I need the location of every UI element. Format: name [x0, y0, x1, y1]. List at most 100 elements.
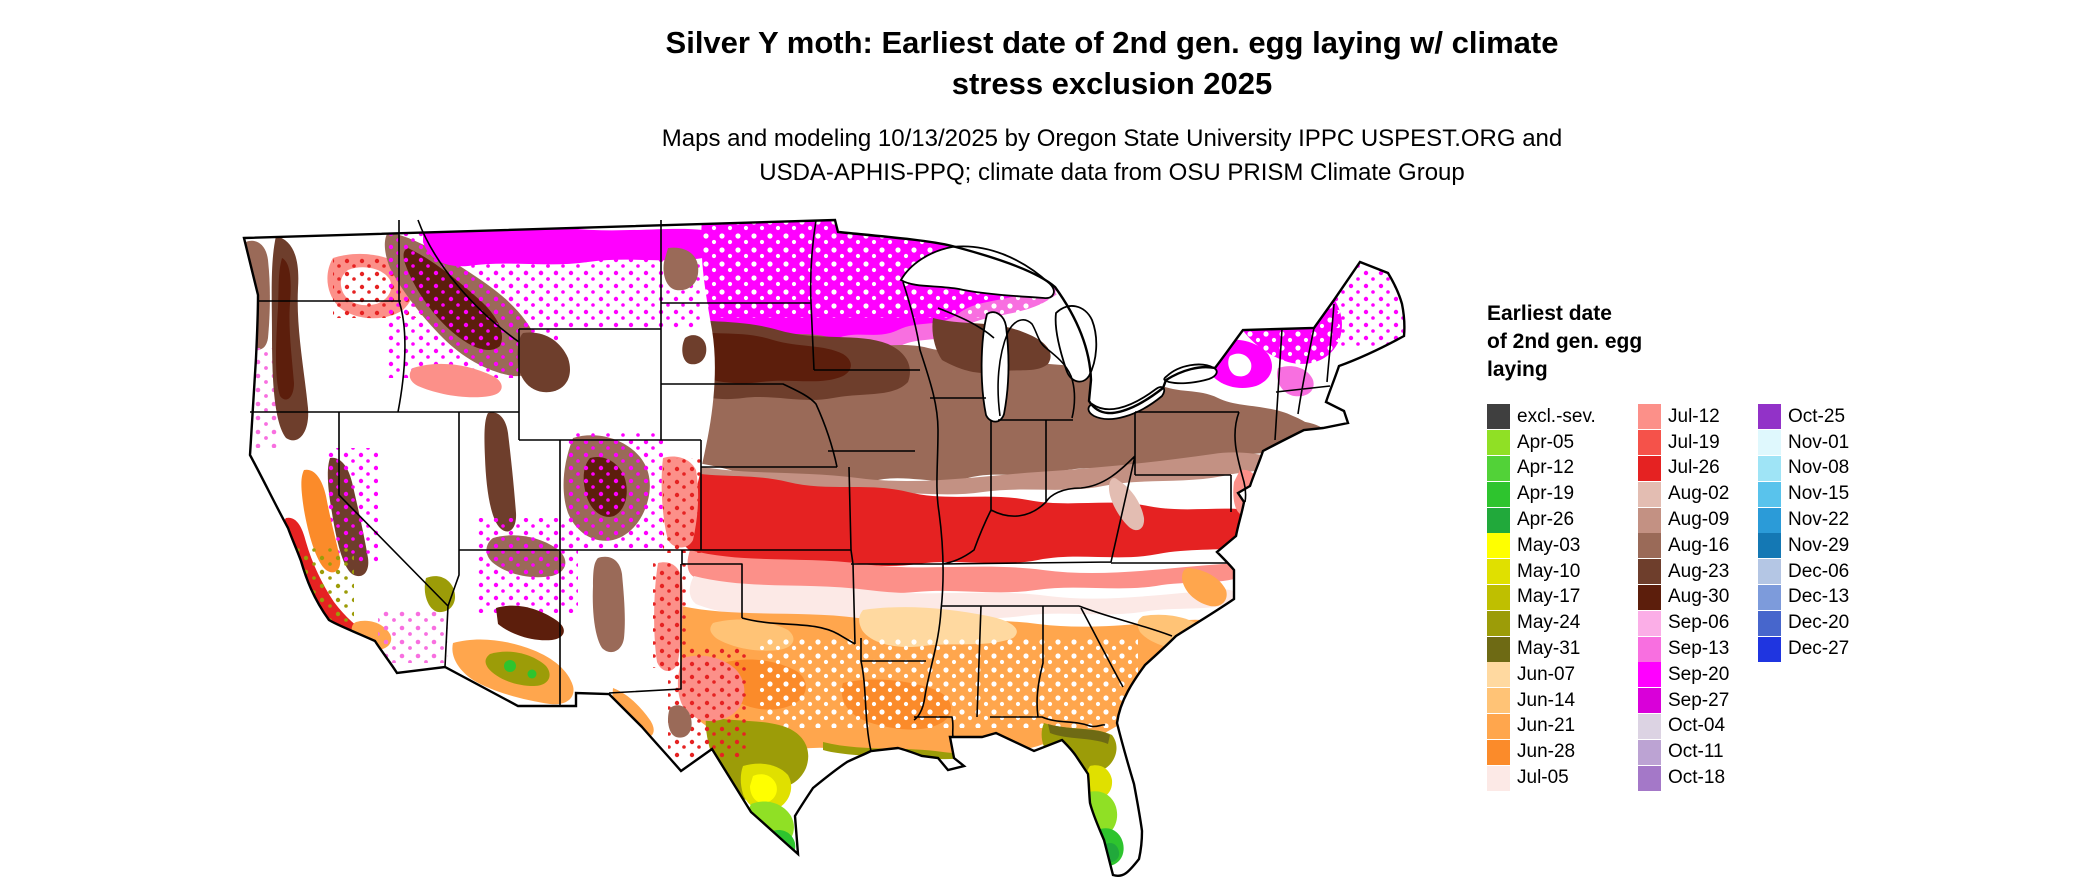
- legend-item: Jul-26: [1638, 456, 1758, 482]
- region-nm-mountains: [592, 556, 625, 653]
- legend-swatch: [1638, 739, 1661, 765]
- region-salmon-fringe: [687, 550, 1247, 594]
- legend-swatch: [1487, 765, 1510, 791]
- legend-item: Dec-27: [1758, 636, 1849, 662]
- legend-swatch: [1487, 533, 1510, 559]
- region-e-colorado-speckle: [663, 458, 703, 553]
- state-borders: [250, 219, 1335, 752]
- map-regions: [244, 220, 1405, 882]
- region-keys-1: [1083, 876, 1093, 880]
- legend-item: Oct-04: [1638, 714, 1758, 740]
- region-davis-mountains: [668, 705, 692, 738]
- legend-item-label: Nov-08: [1788, 457, 1850, 479]
- region-yellow-florida: [1085, 765, 1113, 799]
- legend-item: May-24: [1487, 610, 1638, 636]
- legend-item-label: Sep-13: [1668, 638, 1730, 660]
- region-orange-speckle: [758, 638, 1138, 728]
- legend-item: Aug-23: [1638, 559, 1758, 585]
- legend-swatch: [1487, 739, 1510, 765]
- legend-item: Aug-09: [1638, 507, 1758, 533]
- legend-item-label: Nov-22: [1788, 509, 1850, 531]
- legend-item: Nov-29: [1758, 533, 1849, 559]
- region-plateau-speckle: [478, 518, 578, 613]
- region-black-hills: [682, 335, 707, 365]
- region-coastal-va-nc-orange: [1182, 567, 1227, 607]
- region-nd-badlands: [663, 247, 699, 291]
- legend-swatch: [1487, 404, 1510, 430]
- lake-huron: [1054, 305, 1098, 383]
- legend-swatch: [1638, 456, 1661, 481]
- map-subtitle: Maps and modeling 10/13/2025 by Oregon S…: [662, 122, 1562, 190]
- legend-title: Earliest date of 2nd gen. egg laying: [1487, 300, 1849, 384]
- legend-item-label: Apr-12: [1517, 457, 1575, 479]
- legend-item: Nov-08: [1758, 456, 1849, 482]
- legend-swatch: [1758, 430, 1781, 456]
- region-bright-yellow-texas: [750, 774, 777, 804]
- legend-swatch: [1638, 430, 1661, 456]
- region-yellowstone: [517, 332, 570, 393]
- legend-item-label: Nov-15: [1788, 483, 1850, 505]
- legend-item-label: Apr-19: [1517, 483, 1575, 505]
- legend-item-label: Dec-20: [1788, 612, 1850, 634]
- legend-swatch: [1758, 559, 1781, 585]
- legend-item: Oct-18: [1638, 765, 1758, 791]
- legend-swatch: [1638, 765, 1661, 791]
- legend-item-label: Jun-07: [1517, 663, 1576, 685]
- legend-title-line3: laying: [1487, 358, 1548, 381]
- legend-swatch: [1758, 636, 1781, 662]
- legend-item: Apr-05: [1487, 430, 1638, 456]
- map-legend: Earliest date of 2nd gen. egg laying exc…: [1487, 300, 1849, 791]
- region-central-valley: [301, 469, 341, 573]
- legend-item-label: Dec-06: [1788, 560, 1850, 582]
- legend-swatch: [1487, 559, 1510, 585]
- region-az-green-spot: [504, 660, 516, 672]
- legend-item: Sep-06: [1638, 610, 1758, 636]
- legend-item-label: Aug-23: [1668, 560, 1730, 582]
- region-socal-speckle: [378, 608, 448, 663]
- region-keys-2: [1099, 878, 1109, 882]
- legend-item: Apr-26: [1487, 507, 1638, 533]
- legend-item: Dec-06: [1758, 559, 1849, 585]
- legend-item-label: Aug-09: [1668, 509, 1730, 531]
- legend-swatch: [1487, 688, 1510, 714]
- legend-item: Dec-20: [1758, 610, 1849, 636]
- region-rio-grande-orange: [612, 688, 654, 738]
- legend-item: Apr-12: [1487, 456, 1638, 482]
- region-brown-darkest-blob: [681, 330, 851, 384]
- legend-item-label: Jul-26: [1668, 457, 1720, 479]
- legend-item-label: Jun-28: [1517, 741, 1576, 763]
- legend-swatch: [1758, 404, 1781, 430]
- legend-item: Sep-27: [1638, 688, 1758, 714]
- legend-swatch: [1758, 481, 1781, 507]
- legend-item-label: May-31: [1517, 638, 1581, 660]
- legend-item: Dec-13: [1758, 585, 1849, 611]
- us-map: [242, 218, 1406, 882]
- legend-item-label: Dec-13: [1788, 586, 1850, 608]
- legend-item: Jul-19: [1638, 430, 1758, 456]
- legend-item-label: Dec-27: [1788, 638, 1850, 660]
- region-maine-speckle: [1333, 258, 1403, 348]
- legend-item: May-03: [1487, 533, 1638, 559]
- legend-swatch: [1638, 481, 1661, 507]
- legend-swatch: [1758, 533, 1781, 559]
- legend-item: Aug-16: [1638, 533, 1758, 559]
- legend-item-label: Jul-19: [1668, 431, 1720, 453]
- legend-item-label: Apr-05: [1517, 431, 1575, 453]
- map-title-line1: Silver Y moth: Earliest date of 2nd gen.…: [665, 25, 1559, 60]
- legend-item: Nov-15: [1758, 481, 1849, 507]
- region-s-nevada-olive: [424, 576, 456, 613]
- legend-swatch: [1638, 533, 1661, 559]
- map-title-line2: stress exclusion 2025: [951, 66, 1273, 101]
- legend-item-label: Aug-02: [1668, 483, 1730, 505]
- legend-item: Jul-05: [1487, 765, 1638, 791]
- great-lakes: [899, 245, 1218, 423]
- legend-item-label: Oct-04: [1668, 715, 1726, 737]
- legend-item-label: Jun-14: [1517, 689, 1576, 711]
- region-co-rockies-speckle: [568, 433, 663, 548]
- legend-swatch: [1638, 688, 1661, 714]
- region-cascades-core: [276, 258, 294, 400]
- legend-item-label: Oct-11: [1668, 741, 1724, 763]
- legend-swatch: [1638, 662, 1661, 688]
- legend-item-label: Sep-20: [1668, 663, 1730, 685]
